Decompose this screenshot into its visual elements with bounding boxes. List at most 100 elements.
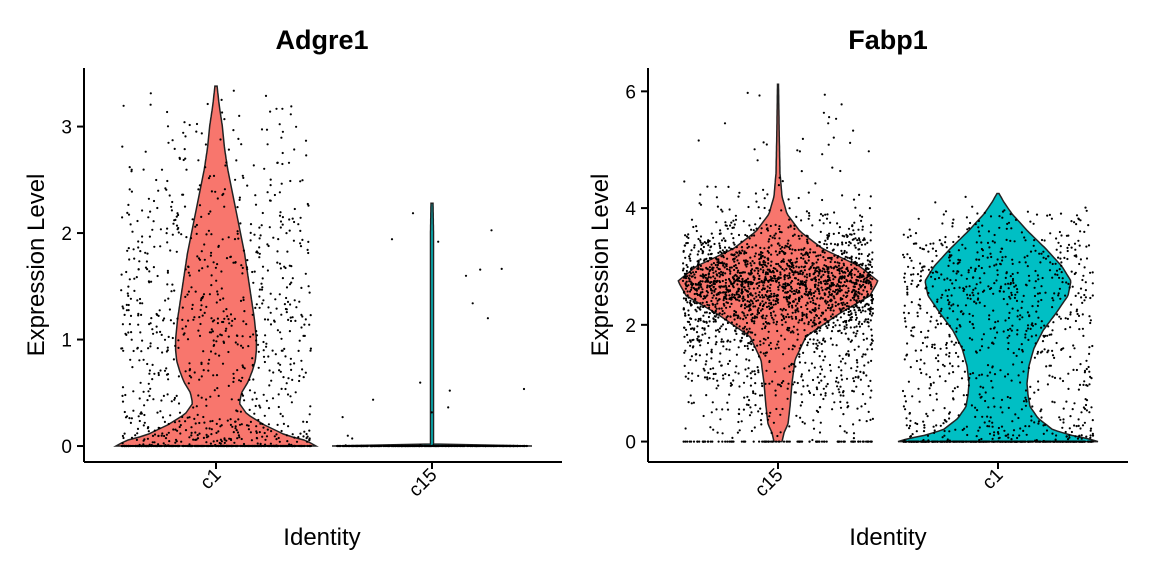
data-point bbox=[1029, 220, 1032, 223]
data-point bbox=[791, 383, 795, 386]
data-point bbox=[741, 327, 745, 330]
data-point bbox=[1008, 334, 1011, 337]
data-point bbox=[215, 279, 218, 282]
data-point bbox=[210, 284, 213, 287]
data-point bbox=[767, 336, 770, 339]
data-point bbox=[237, 418, 240, 421]
data-point bbox=[943, 278, 946, 281]
data-point bbox=[770, 260, 773, 263]
data-point bbox=[167, 297, 170, 300]
data-point bbox=[767, 305, 771, 308]
data-point bbox=[715, 313, 718, 316]
data-point bbox=[709, 440, 712, 443]
data-point bbox=[864, 264, 867, 267]
data-point bbox=[818, 292, 821, 295]
data-point bbox=[155, 331, 158, 334]
data-point bbox=[728, 246, 731, 249]
data-point bbox=[356, 444, 359, 448]
data-point bbox=[146, 427, 149, 430]
data-point bbox=[949, 279, 952, 282]
data-point bbox=[716, 263, 720, 267]
data-point bbox=[782, 353, 785, 356]
data-point bbox=[151, 328, 154, 331]
data-point bbox=[831, 313, 834, 316]
data-point bbox=[181, 306, 184, 309]
data-point bbox=[275, 444, 278, 447]
data-point bbox=[774, 314, 777, 317]
data-point bbox=[708, 269, 711, 273]
data-point bbox=[794, 311, 797, 314]
data-point bbox=[828, 276, 831, 279]
data-point bbox=[751, 316, 754, 319]
data-point bbox=[162, 394, 165, 397]
data-point bbox=[141, 235, 144, 238]
data-point bbox=[788, 301, 791, 304]
data-point bbox=[713, 242, 716, 246]
data-point bbox=[731, 293, 734, 296]
x-tick-label: c15 bbox=[405, 465, 442, 502]
data-point bbox=[456, 444, 459, 448]
data-point bbox=[719, 261, 722, 265]
data-point bbox=[715, 221, 718, 224]
data-point bbox=[428, 444, 431, 448]
data-point bbox=[786, 326, 789, 329]
data-point bbox=[828, 232, 831, 235]
data-point bbox=[191, 303, 194, 306]
data-point bbox=[121, 323, 124, 326]
data-point bbox=[765, 272, 768, 275]
data-point bbox=[684, 375, 687, 378]
data-point bbox=[750, 343, 753, 346]
data-point bbox=[262, 393, 265, 396]
data-point bbox=[740, 336, 744, 339]
data-point bbox=[266, 143, 269, 146]
data-point bbox=[693, 244, 696, 247]
data-point bbox=[865, 420, 868, 423]
data-point bbox=[764, 261, 767, 264]
data-point bbox=[500, 267, 503, 270]
data-point bbox=[800, 234, 803, 237]
data-point bbox=[718, 281, 722, 284]
data-point bbox=[836, 385, 839, 388]
data-point bbox=[281, 130, 284, 133]
data-point bbox=[711, 401, 714, 404]
data-point bbox=[1055, 237, 1058, 240]
data-point bbox=[702, 314, 705, 317]
data-point bbox=[504, 444, 507, 448]
data-point bbox=[1073, 440, 1076, 443]
data-point bbox=[741, 290, 744, 293]
data-point bbox=[854, 206, 857, 209]
data-point bbox=[691, 327, 694, 330]
data-point bbox=[170, 400, 173, 403]
data-point bbox=[286, 444, 289, 448]
data-point bbox=[988, 265, 991, 268]
data-point bbox=[758, 284, 761, 287]
data-point bbox=[827, 324, 830, 327]
data-point bbox=[704, 332, 707, 335]
data-point bbox=[763, 247, 766, 250]
data-point bbox=[1037, 300, 1040, 303]
data-point bbox=[175, 250, 178, 253]
data-point bbox=[207, 229, 210, 232]
data-point bbox=[792, 273, 795, 276]
data-point bbox=[788, 305, 791, 308]
data-point bbox=[227, 236, 230, 239]
data-point bbox=[223, 437, 226, 440]
data-point bbox=[914, 349, 917, 352]
data-point bbox=[747, 399, 751, 402]
data-point bbox=[261, 302, 264, 305]
data-point bbox=[484, 444, 487, 448]
data-point bbox=[756, 287, 759, 290]
data-point bbox=[825, 385, 828, 388]
data-point bbox=[857, 248, 860, 251]
data-point bbox=[299, 216, 302, 219]
data-point bbox=[190, 426, 193, 429]
data-point bbox=[793, 345, 796, 348]
data-point bbox=[157, 371, 160, 375]
data-point bbox=[714, 372, 717, 375]
data-point bbox=[800, 219, 803, 222]
data-point bbox=[768, 415, 771, 418]
data-point bbox=[126, 292, 129, 295]
data-point bbox=[692, 225, 695, 229]
data-point bbox=[210, 444, 214, 448]
data-point bbox=[716, 379, 719, 382]
